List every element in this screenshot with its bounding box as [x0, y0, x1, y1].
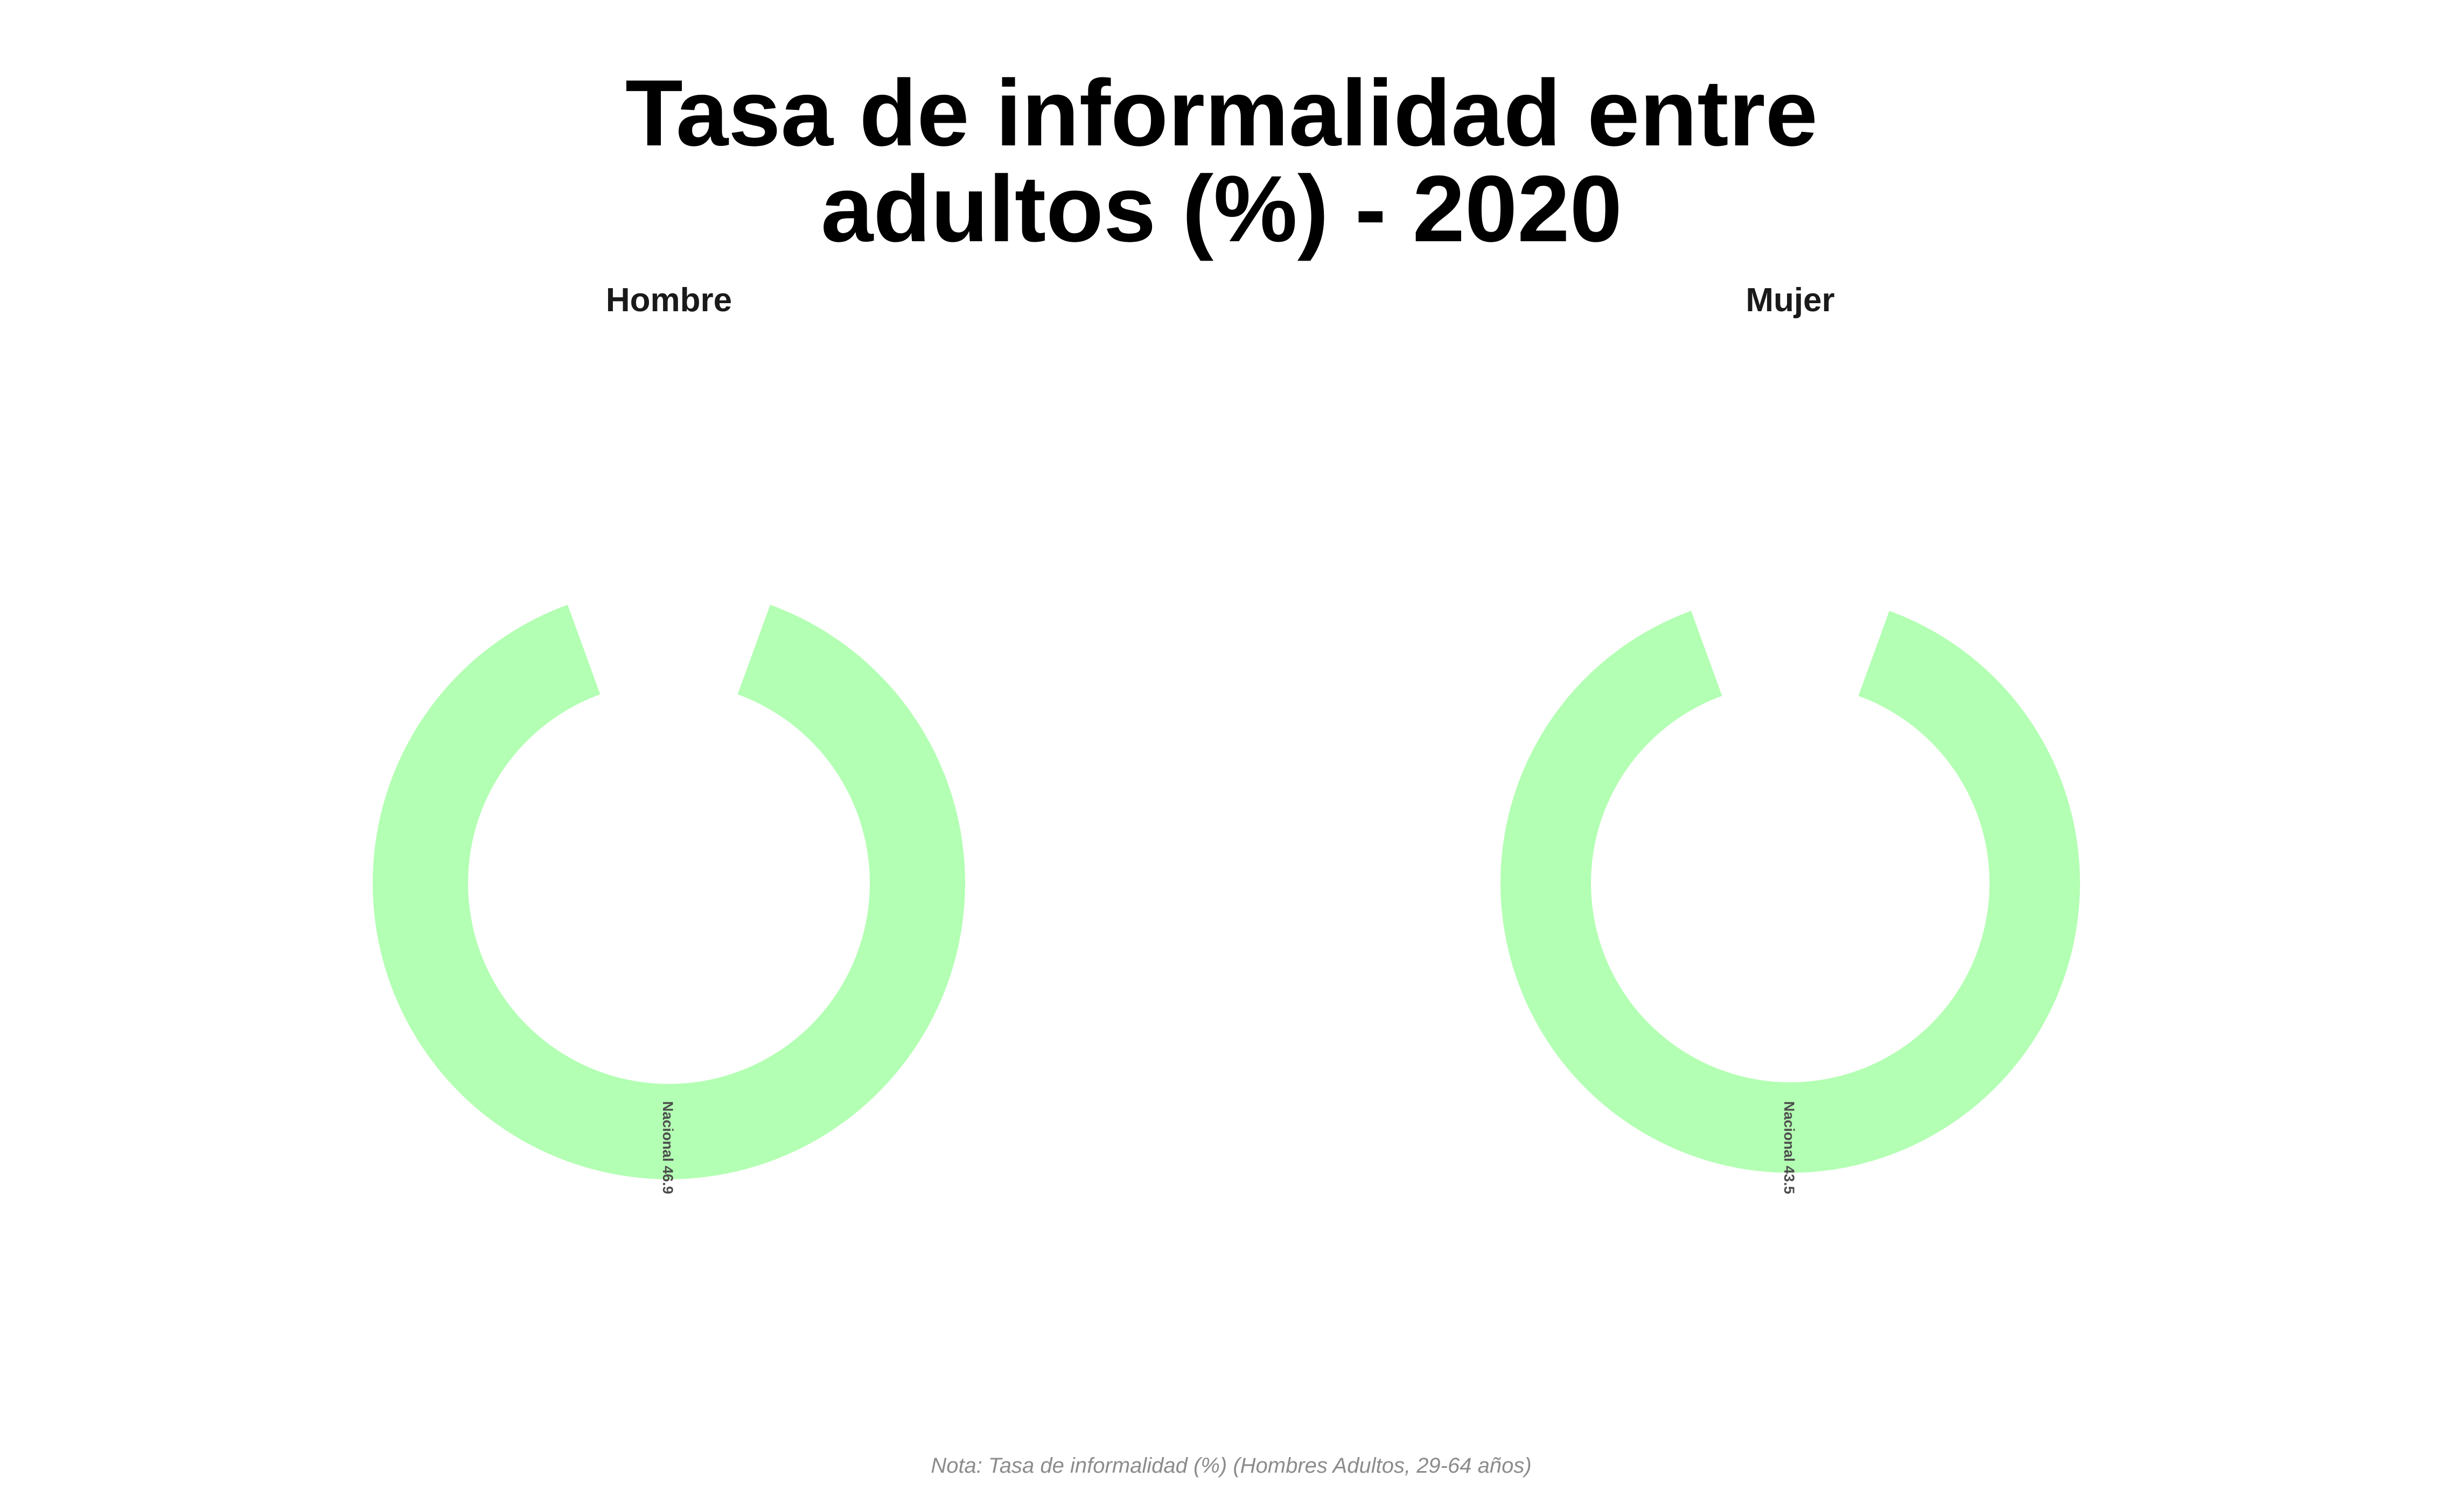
chart-title-line-2: adultos (%) - 2020: [821, 157, 1622, 262]
chart-note: Nota: Tasa de informalidad (%) (Hombres …: [931, 1454, 1531, 1478]
donut-ring-mujer: [1500, 611, 2080, 1173]
panel-title-mujer: Mujer: [1746, 282, 1834, 319]
chart-title-line-1: Tasa de informalidad entre: [625, 61, 1818, 166]
data-label-mujer: Nacional 43.5: [1781, 1101, 1797, 1194]
data-label-hombre: Nacional 46.9: [660, 1101, 676, 1194]
panel-hombre: Hombre Nacional 46.9: [373, 282, 966, 1194]
panel-title-hombre: Hombre: [606, 282, 732, 319]
panel-mujer: Mujer Nacional 43.5: [1500, 282, 2080, 1194]
donut-ring-hombre: [373, 605, 966, 1179]
